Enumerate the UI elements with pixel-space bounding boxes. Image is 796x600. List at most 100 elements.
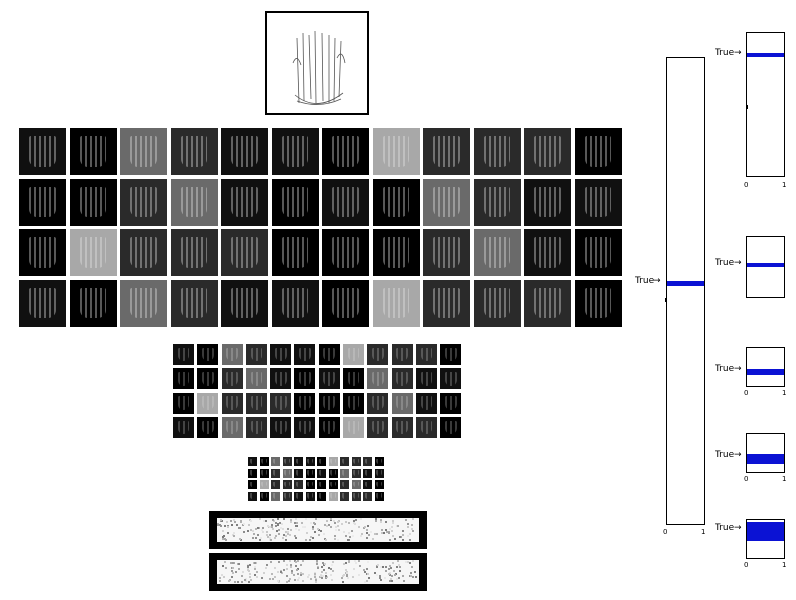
prediction-bar-2	[747, 263, 784, 267]
activation-pixel	[402, 539, 404, 541]
activation-pixel	[407, 523, 409, 525]
activation-pixel	[225, 567, 227, 569]
prediction-label-4: True	[715, 450, 735, 460]
activation-pixel	[261, 529, 263, 531]
activation-pixel	[247, 566, 249, 568]
activation-pixel	[349, 536, 351, 538]
activation-pixel	[388, 568, 390, 570]
activation-pixel	[290, 566, 292, 568]
activation-pixel	[389, 528, 391, 530]
activation-pixel	[290, 564, 292, 566]
activation-pixel	[269, 534, 271, 536]
activation-pixel	[348, 522, 350, 524]
activation-pixel	[348, 532, 350, 534]
activation-pixel	[325, 572, 327, 574]
main-prediction-bar	[667, 281, 704, 286]
activation-pixel	[317, 528, 319, 530]
feature-map-tile	[173, 416, 194, 438]
activation-pixel	[309, 539, 311, 541]
feature-map-tile	[415, 344, 437, 365]
activation-pixel	[249, 576, 251, 578]
feature-map-tile	[294, 468, 303, 478]
feature-map-tile	[170, 178, 218, 226]
activation-pixel	[308, 574, 310, 576]
activation-pixel	[403, 580, 405, 582]
feature-map-tile	[473, 178, 521, 226]
feature-map-tile	[440, 416, 462, 438]
prediction-arrow-1: →	[734, 48, 742, 58]
activation-pixel	[231, 570, 233, 572]
activation-pixel	[366, 568, 368, 570]
activation-pixel	[334, 538, 336, 540]
activation-pixel	[388, 573, 390, 575]
activation-pixel	[323, 569, 325, 571]
activation-pixel	[374, 572, 376, 574]
activation-pixel	[409, 539, 411, 541]
activation-pixel	[305, 518, 307, 520]
feature-map-tile	[294, 491, 303, 501]
activation-pixel	[222, 565, 224, 567]
activation-pixel	[263, 520, 265, 522]
feature-map-tile	[259, 457, 269, 466]
dense-activation-values-2	[217, 560, 419, 584]
activation-pixel	[345, 569, 347, 571]
activation-pixel	[270, 539, 272, 541]
activation-pixel	[227, 532, 229, 534]
feature-map-tile	[340, 468, 349, 478]
activation-pixel	[386, 531, 388, 533]
activation-pixel	[392, 562, 394, 564]
activation-pixel	[353, 568, 355, 570]
activation-pixel	[325, 575, 327, 577]
activation-pixel	[294, 522, 296, 524]
feature-map-tile	[197, 416, 219, 438]
feature-map-tile	[440, 344, 462, 365]
feature-map-tile	[328, 491, 338, 501]
activation-pixel	[407, 535, 409, 537]
activation-pixel	[366, 580, 368, 582]
prediction-panel-2	[746, 236, 785, 298]
activation-pixel	[220, 519, 222, 521]
dense-activation-strip-2	[209, 553, 427, 591]
feature-map-tile	[317, 468, 326, 478]
activation-pixel	[239, 538, 241, 540]
feature-map-tile	[317, 491, 326, 501]
sketch-figure	[292, 30, 346, 105]
prediction-label-3: True	[715, 364, 735, 374]
activation-pixel	[302, 573, 304, 575]
activation-pixel	[411, 528, 413, 530]
activation-pixel	[379, 575, 381, 577]
feature-map-tile	[245, 416, 267, 438]
feature-map-tile	[173, 344, 194, 365]
activation-pixel	[294, 535, 296, 537]
feature-map-tile	[221, 344, 243, 365]
activation-pixel	[287, 533, 289, 535]
activation-pixel	[243, 531, 245, 533]
activation-pixel	[271, 526, 273, 528]
activation-pixel	[359, 565, 361, 567]
activation-pixel	[253, 533, 255, 535]
prediction-label-1: True	[715, 48, 735, 58]
activation-pixel	[376, 574, 378, 576]
activation-pixel	[391, 575, 393, 577]
activation-pixel	[254, 562, 256, 564]
feature-map-tile	[367, 368, 389, 390]
feature-map-tile	[305, 480, 315, 489]
activation-pixel	[243, 523, 245, 525]
activation-pixel	[364, 571, 366, 573]
feature-map-tile	[318, 344, 340, 365]
activation-pixel	[315, 579, 317, 581]
activation-pixel	[262, 531, 264, 533]
activation-pixel	[342, 581, 344, 583]
activation-pixel	[347, 539, 349, 541]
activation-pixel	[228, 580, 230, 582]
feature-map-tile	[120, 178, 167, 226]
activation-pixel	[353, 522, 355, 524]
activation-pixel	[275, 535, 277, 537]
feature-map-tile	[317, 480, 326, 489]
activation-pixel	[331, 564, 333, 566]
activation-pixel	[370, 531, 372, 533]
activation-pixel	[314, 576, 316, 578]
activation-pixel	[224, 561, 226, 563]
feature-map-tile	[271, 468, 280, 478]
feature-map-tile	[473, 279, 521, 327]
